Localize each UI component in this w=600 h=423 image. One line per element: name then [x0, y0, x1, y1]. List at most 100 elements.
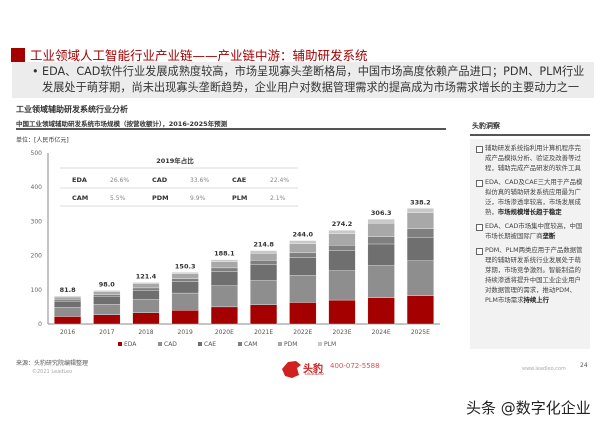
bar-segment-pdm — [250, 253, 278, 261]
page-title: 工业领域人工智能行业产业链——产业链中游：辅助研发系统 — [30, 48, 368, 63]
bar-segment-pdm — [406, 212, 434, 229]
inset-share: 33.6% — [190, 177, 209, 184]
insight-item: PDM、PLM两类应用于产品数据管理的辅助研发系统行业发展处于萌芽期，市场竞争激… — [476, 245, 586, 305]
insight-item: 辅助研发系统指利用计算机程序完成产品模拟分析、验证及改善等过程，辅助完成产品研发… — [476, 143, 586, 173]
chart-title: 中国工业领域辅助研发系统市场规模（按营收额计），2016-2025年预测 — [16, 120, 228, 128]
bar-segment-pdm — [367, 222, 395, 237]
insight-title: 头豹洞察 — [472, 122, 500, 130]
leopard-logo-icon — [282, 361, 301, 378]
page-number: 24 — [580, 362, 588, 369]
total-label: 98.0 — [99, 280, 116, 288]
bar-segment-cam — [132, 287, 160, 291]
bar-segment-eda — [132, 312, 160, 325]
inset-category: PLM — [232, 194, 247, 202]
legend-swatch — [118, 342, 122, 346]
summary-box: • EDA、CAD软件行业发展成熟度较高，市场呈现寡头垄断格局，中国市场高度依赖产… — [12, 62, 594, 98]
bar-segment-cam — [210, 267, 238, 272]
legend-swatch — [198, 342, 202, 346]
inset-share: 9.9% — [190, 195, 206, 202]
x-tick-label: 2020E — [215, 329, 234, 336]
title-marker — [11, 48, 25, 62]
x-tick-label: 2017 — [99, 329, 114, 336]
bar-segment-pdm — [328, 233, 356, 246]
bar-segment-eda — [171, 310, 199, 325]
brand-name: 头豹 — [303, 364, 323, 375]
bar-segment-cam — [367, 236, 395, 245]
bar-segment-cad — [54, 307, 82, 317]
bar-segment-cae — [132, 289, 160, 300]
total-label: 150.3 — [175, 262, 196, 270]
inset-category: PDM — [152, 194, 169, 202]
summary-text: EDA、CAD软件行业发展成熟度较高，市场呈现寡头垄断格局，中国市场高度依赖产品… — [42, 65, 585, 94]
legend-swatch — [238, 342, 242, 346]
bar-segment-cam — [328, 245, 356, 251]
inset-title: 2019年占比 — [156, 156, 194, 165]
bar-segment-plm — [367, 219, 395, 224]
insight-box: 辅助研发系统指利用计算机程序完成产品模拟分析、验证及改善等过程，辅助完成产品研发… — [470, 139, 590, 349]
x-tick-label: 2019 — [178, 329, 193, 336]
watermark: 头条 @数字化企业 — [466, 399, 591, 417]
total-label: 306.3 — [371, 209, 392, 217]
bar-segment-cad — [93, 304, 121, 315]
inset-category: CAM — [72, 194, 88, 202]
section-title: 工业领域辅助研发系统行业分析 — [16, 105, 128, 114]
total-label: 244.0 — [293, 231, 314, 239]
bar-segment-plm — [54, 295, 82, 298]
bar-segment-eda — [367, 297, 395, 325]
source-note: 来源：头豹研究院编辑整理 — [16, 360, 89, 367]
bar-segment-plm — [132, 282, 160, 284]
website: www.leadleo.com — [522, 366, 566, 372]
bar-segment-plm — [406, 208, 434, 214]
legend-label: PDM — [284, 341, 297, 348]
y-tick-label: 300 — [31, 218, 43, 225]
bar-segment-pdm — [132, 283, 160, 289]
legend-label: CAD — [164, 341, 177, 348]
bar-segment-cam — [289, 252, 317, 258]
y-tick-label: 200 — [31, 253, 43, 260]
bar-segment-cam — [54, 299, 82, 302]
bar-segment-pdm — [289, 243, 317, 254]
bar-segment-plm — [250, 250, 278, 254]
legend-label: EDA — [124, 341, 137, 348]
total-label: 188.1 — [214, 250, 235, 258]
legend-swatch — [318, 342, 322, 346]
bar-segment-cad — [250, 280, 278, 305]
y-tick-label: 100 — [31, 287, 43, 294]
bar-segment-cam — [93, 294, 121, 297]
bar-segment-eda — [93, 314, 121, 325]
bar-segment-cam — [171, 278, 199, 282]
y-tick-label: 0 — [38, 321, 42, 328]
x-tick-label: 2025E — [411, 329, 430, 336]
bar-segment-plm — [210, 259, 238, 262]
inset-category: EDA — [72, 176, 87, 184]
inset-share: 26.6% — [110, 177, 129, 184]
bar-segment-cad — [406, 260, 434, 296]
bar-segment-cae — [328, 250, 356, 271]
x-tick-label: 2021E — [254, 329, 273, 336]
bar-segment-plm — [328, 230, 356, 234]
bar-segment-cae — [250, 264, 278, 281]
brand-name-en: LeadLeo — [305, 372, 324, 377]
x-tick-label: 2016 — [60, 329, 75, 336]
bar-segment-pdm — [93, 291, 121, 295]
y-tick-label: 400 — [31, 184, 43, 191]
divider — [16, 128, 446, 130]
bar-segment-cad — [171, 292, 199, 311]
bar-segment-cad — [132, 299, 160, 313]
unit-label: 单位：[人民币亿元] — [16, 137, 69, 144]
legend-swatch — [158, 342, 162, 346]
insight-item: EDA、CAD市场集中度较高，中国市场长期被国际厂商垄断 — [476, 221, 586, 241]
bar-segment-pdm — [171, 273, 199, 279]
bar-segment-plm — [93, 290, 121, 292]
x-tick-label: 2024E — [372, 329, 391, 336]
total-label: 274.2 — [332, 220, 353, 228]
inset-category: CAE — [232, 176, 246, 184]
bar-segment-eda — [54, 316, 82, 325]
bar-segment-cae — [54, 300, 82, 308]
inset-share: 5.5% — [110, 195, 126, 202]
bar-segment-cad — [210, 285, 238, 308]
total-label: 338.2 — [410, 198, 431, 206]
bar-segment-cae — [406, 236, 434, 261]
x-tick-label: 2018 — [138, 329, 153, 336]
phone-number: 400-072-5588 — [330, 362, 380, 370]
